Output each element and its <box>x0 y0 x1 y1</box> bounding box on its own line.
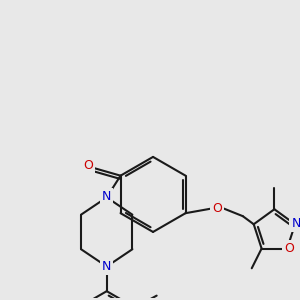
Text: O: O <box>284 242 294 255</box>
Text: N: N <box>102 260 111 273</box>
Text: N: N <box>102 190 111 203</box>
Text: N: N <box>291 217 300 230</box>
Text: O: O <box>212 202 222 215</box>
Text: O: O <box>83 159 93 172</box>
